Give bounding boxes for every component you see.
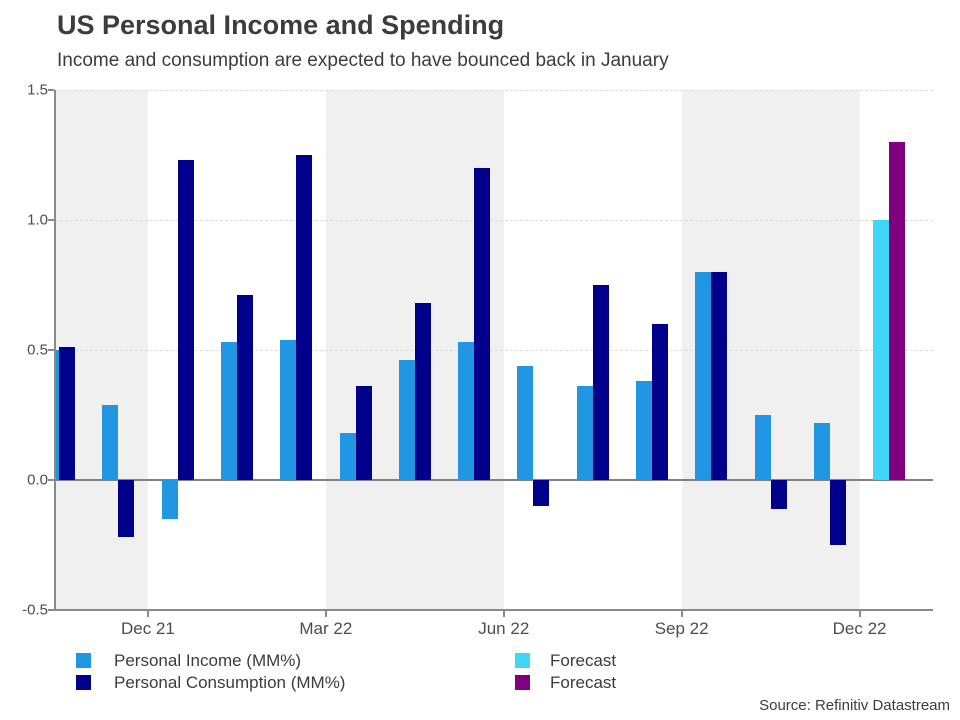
y-tick-label: 0.5 [27,341,48,359]
bar-income-apr-22 [339,433,356,480]
bar-income-feb-22 [220,342,237,480]
legend-swatch-forecast [515,653,530,668]
bar-consumption-apr-22 [355,386,372,480]
bar-consumption-aug-22 [592,285,609,480]
bar-consumption-dec-21 [118,480,135,538]
x-tick-mark [146,611,149,617]
gridline [55,90,933,91]
page-title: US Personal Income and Spending [57,10,505,40]
bar-income-aug-22 [576,386,593,480]
y-tick-mark [48,609,54,611]
source-note: Source: Refinitiv Datastream [759,697,950,714]
x-tick-label: Mar 22 [299,619,353,638]
legend-label: Forecast [550,651,617,670]
y-tick-label: 1.0 [27,211,48,229]
y-tick-label: 0.0 [27,471,48,489]
bar-income-sep-22 [636,381,652,480]
legend-swatch-forecast [515,675,530,690]
legend-label: Forecast [550,673,617,692]
bar-income-dec-22 [813,422,830,480]
bar-consumption-feb-22 [236,295,253,480]
bar-income-may-22 [398,360,415,480]
bar-consumption-jul-22 [533,480,550,506]
x-tick-label: Sep 22 [654,619,709,638]
bar-income-oct-22 [695,272,712,480]
x-tick-mark [680,611,683,617]
x-tick-label: Dec 22 [832,619,887,638]
x-axis-line [54,609,933,611]
y-tick-mark [48,479,54,481]
x-tick-label: Jun 22 [478,619,530,638]
bar-income-nov-22 [754,415,771,480]
legend-label: Personal Income (MM%) [114,651,302,670]
x-tick-mark [502,611,505,617]
gridline [55,350,933,351]
bar-consumption-oct-22 [711,272,728,480]
bar-consumption-nov-21 [59,347,75,480]
bar-consumption-sep-22 [652,324,668,480]
bar-income-mar-22 [280,339,297,480]
x-tick-mark [324,611,327,617]
legend-swatch-personal-income-mm- [76,653,91,668]
y-tick-mark [48,219,54,221]
bar-consumption-mar-22 [296,155,313,480]
zero-line [55,479,933,481]
bar-income-jun-22 [458,342,475,480]
y-tick-mark [48,349,54,351]
x-tick-mark [858,611,861,617]
y-tick-mark [48,89,54,91]
bar-income-dec-21 [102,404,119,480]
bar-consumption-nov-22 [770,480,787,509]
bar-consumption-may-22 [414,303,431,480]
legend-swatch-personal-consumption-mm- [76,675,91,690]
y-tick-label: -0.5 [22,601,48,619]
chart-plot-area [55,90,933,610]
bar-consumption-dec-22 [829,480,846,545]
bar-income-jan-22 [161,480,178,519]
gridline [55,220,933,221]
page-subtitle: Income and consumption are expected to h… [57,50,669,71]
bar-consumption-jun-22 [474,168,491,480]
y-axis-line [54,90,56,611]
y-tick-label: 1.5 [27,81,48,99]
bar-consumption-forecast-jan-23 [889,142,906,480]
bar-income-forecast-jan-23 [873,220,890,480]
bar-income-jul-22 [517,365,534,480]
bar-income-nov-21 [55,350,59,480]
x-tick-label: Dec 21 [121,619,175,638]
legend-label: Personal Consumption (MM%) [114,673,346,692]
bar-consumption-jan-22 [177,160,194,480]
